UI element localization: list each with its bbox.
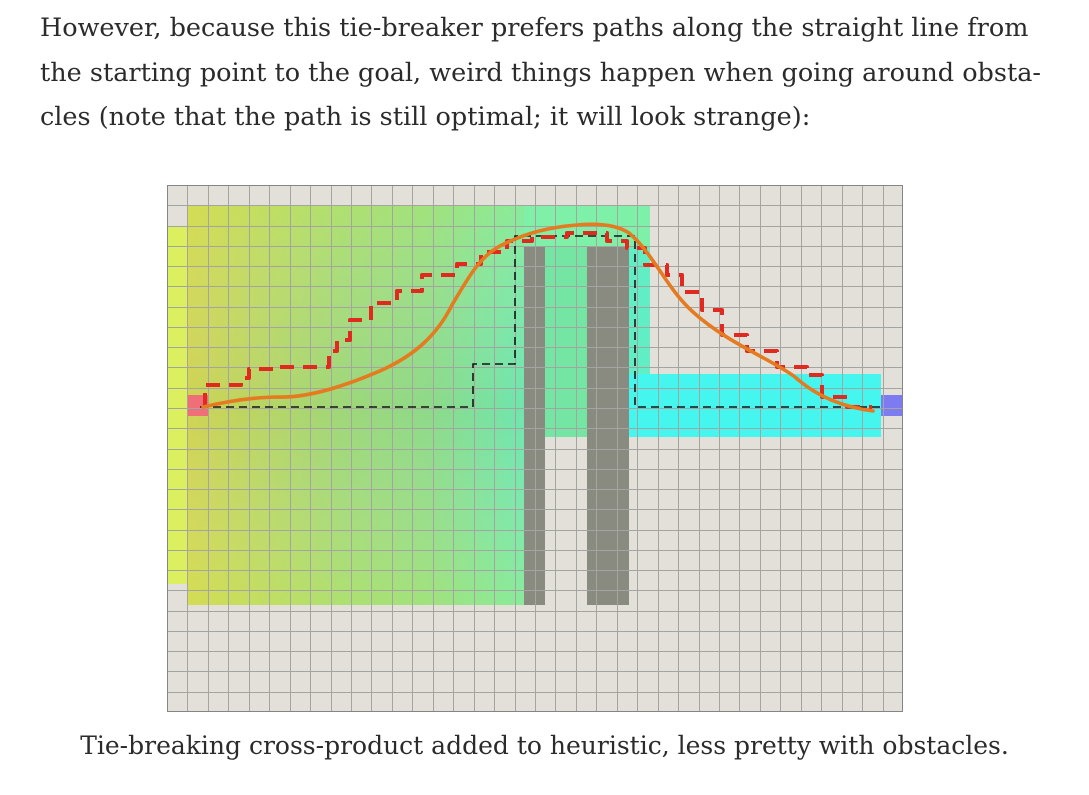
paragraph-line: cles (note that the path is still optima… [40,102,811,132]
explored-left-band [167,226,188,584]
grid-lines [167,185,903,712]
red-annotation-staircase [203,231,872,409]
computed-path-line [200,235,885,408]
explored-between-walls [545,247,587,437]
goal-cell [881,395,902,416]
orange-annotation-curve [201,222,875,413]
wall-right [587,247,629,605]
figure-caption: Tie-breaking cross-product added to heur… [80,731,1009,760]
grid-diagram [167,185,903,712]
pathfinding-figure [167,185,903,712]
explored-goal-band [629,374,881,437]
body-paragraph: However, because this tie-breaker prefer… [40,6,1050,140]
paragraph-line: However, because this tie-breaker prefer… [40,13,1029,43]
wall-left [524,247,545,605]
grid-border [167,185,903,712]
paragraph-line: the starting point to the goal, weird th… [40,57,1042,88]
explored-main-highlight [188,206,524,605]
